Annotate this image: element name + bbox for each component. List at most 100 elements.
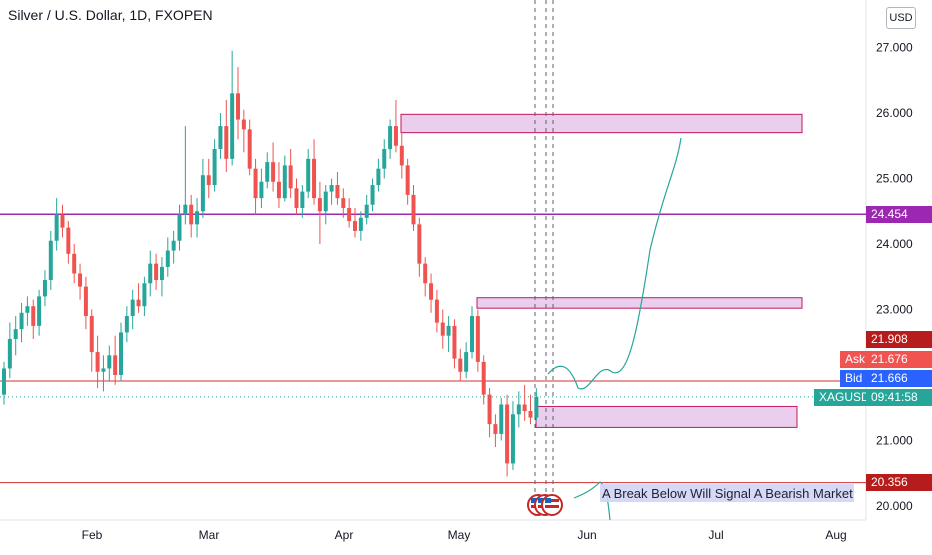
candle — [388, 119, 393, 159]
candle — [341, 188, 346, 218]
ask-value-tag: 21.676 — [866, 351, 932, 368]
time-tick-label: Apr — [335, 528, 354, 542]
level-low-tag: 20.356 — [866, 474, 932, 491]
candle — [323, 185, 328, 225]
candle — [516, 391, 521, 428]
price-zone — [476, 297, 803, 309]
candle — [154, 253, 159, 290]
candle — [347, 198, 352, 228]
candle-body — [493, 424, 498, 434]
candle — [177, 204, 182, 251]
candle — [276, 162, 281, 208]
candle — [25, 296, 30, 326]
candle-body — [276, 181, 281, 199]
candle — [48, 230, 53, 290]
price-tick-label: 21.000 — [876, 434, 913, 448]
candle-body — [341, 198, 346, 208]
candle — [364, 194, 369, 225]
candle-body — [382, 149, 387, 169]
candle-body — [376, 168, 381, 186]
candle — [113, 335, 118, 385]
candle — [42, 270, 47, 307]
candle-body — [25, 306, 30, 313]
candle — [399, 132, 404, 179]
candle — [370, 178, 375, 212]
candle-body — [31, 306, 36, 326]
candle-body — [475, 316, 480, 362]
candle — [31, 299, 36, 339]
level-top-tag: 21.908 — [866, 331, 932, 348]
candle-body — [72, 253, 77, 274]
candle-body — [353, 221, 357, 231]
candle — [335, 171, 340, 205]
level-high-tag: 24.454 — [866, 206, 932, 223]
candle — [200, 158, 205, 218]
time-tick-label: Aug — [825, 528, 846, 542]
candle — [101, 355, 106, 392]
candle-body — [423, 263, 428, 284]
time-tick-label: May — [448, 528, 471, 542]
candle-body — [48, 240, 53, 281]
candle-body — [288, 165, 293, 189]
candle — [236, 67, 240, 140]
candle-body — [271, 162, 276, 182]
candle — [78, 263, 83, 300]
currency-button[interactable]: USD — [886, 7, 916, 29]
candle-body — [335, 185, 340, 199]
candle — [405, 158, 410, 205]
candle — [241, 109, 246, 153]
candle — [124, 306, 129, 343]
candle-body — [177, 214, 182, 241]
candle-body — [19, 312, 24, 330]
candle — [464, 342, 469, 379]
bid-value-tag: 21.666 — [866, 370, 932, 387]
candle-body — [142, 283, 147, 307]
candle-body — [405, 165, 410, 195]
candle-body — [124, 316, 129, 333]
candle-body — [429, 283, 434, 300]
candle — [2, 361, 6, 405]
candle-body — [224, 126, 229, 159]
candle-body — [60, 214, 65, 228]
candle — [376, 158, 381, 192]
candle — [329, 178, 334, 205]
candle — [148, 250, 153, 297]
candle — [294, 178, 299, 215]
candle — [510, 401, 515, 470]
candle — [107, 345, 112, 382]
candle — [411, 185, 416, 231]
candle — [218, 113, 223, 159]
candle — [271, 142, 276, 192]
candle — [83, 276, 88, 330]
candle-body — [37, 296, 42, 326]
candle-body — [282, 165, 287, 199]
candle-body — [218, 126, 223, 150]
annotation-box — [600, 484, 854, 502]
candle-body — [458, 358, 463, 372]
candle-body — [388, 126, 393, 150]
candle-body — [171, 240, 176, 251]
candle-body — [510, 414, 515, 464]
candle-body — [95, 352, 100, 372]
candle-body — [364, 204, 369, 218]
candle — [300, 185, 305, 218]
projection-curve — [547, 137, 682, 390]
candle — [253, 158, 258, 215]
candle-body — [165, 250, 170, 267]
candle — [119, 322, 123, 382]
candle-body — [130, 299, 135, 317]
time-tick-label: Feb — [82, 528, 103, 542]
candle-body — [259, 181, 264, 199]
price-tick-label: 23.000 — [876, 303, 913, 317]
candle — [159, 257, 164, 297]
candle — [224, 99, 229, 172]
candle — [66, 221, 71, 264]
candle-body — [411, 194, 416, 225]
price-zone — [400, 113, 803, 134]
candle — [212, 139, 217, 192]
candle-body — [42, 280, 47, 297]
candle — [247, 119, 252, 176]
candle-body — [66, 227, 71, 254]
